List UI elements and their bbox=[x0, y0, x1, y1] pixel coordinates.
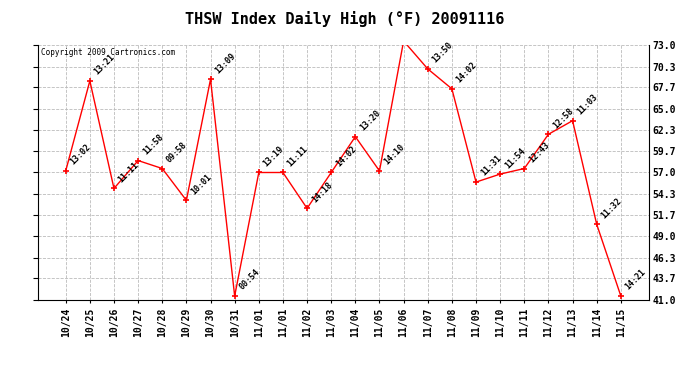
Text: Copyright 2009 Cartronics.com: Copyright 2009 Cartronics.com bbox=[41, 48, 175, 57]
Text: 14:02: 14:02 bbox=[455, 61, 479, 85]
Text: 14:02: 14:02 bbox=[334, 144, 358, 168]
Text: 11:31: 11:31 bbox=[479, 154, 503, 178]
Text: 11:11: 11:11 bbox=[286, 144, 310, 168]
Text: THSW Index Daily High (°F) 20091116: THSW Index Daily High (°F) 20091116 bbox=[186, 11, 504, 27]
Text: 14:18: 14:18 bbox=[310, 180, 334, 204]
Text: 12:58: 12:58 bbox=[551, 106, 575, 130]
Text: 14:10: 14:10 bbox=[382, 143, 406, 167]
Text: 13:50: 13:50 bbox=[431, 41, 455, 65]
Text: 12:41: 12:41 bbox=[0, 374, 1, 375]
Text: 11:54: 11:54 bbox=[503, 146, 527, 170]
Text: 10:01: 10:01 bbox=[189, 172, 213, 196]
Text: 13:21: 13:21 bbox=[92, 53, 117, 77]
Text: 11:11: 11:11 bbox=[117, 160, 141, 184]
Text: 11:58: 11:58 bbox=[141, 132, 165, 156]
Text: 13:02: 13:02 bbox=[68, 143, 92, 167]
Text: 00:54: 00:54 bbox=[237, 268, 262, 292]
Text: 13:20: 13:20 bbox=[358, 108, 382, 132]
Text: 13:19: 13:19 bbox=[262, 144, 286, 168]
Text: 14:21: 14:21 bbox=[624, 268, 648, 292]
Text: 13:09: 13:09 bbox=[213, 51, 237, 75]
Text: 12:43: 12:43 bbox=[527, 140, 551, 164]
Text: 09:58: 09:58 bbox=[165, 140, 189, 164]
Text: 11:03: 11:03 bbox=[575, 93, 600, 117]
Text: 11:32: 11:32 bbox=[600, 196, 624, 220]
